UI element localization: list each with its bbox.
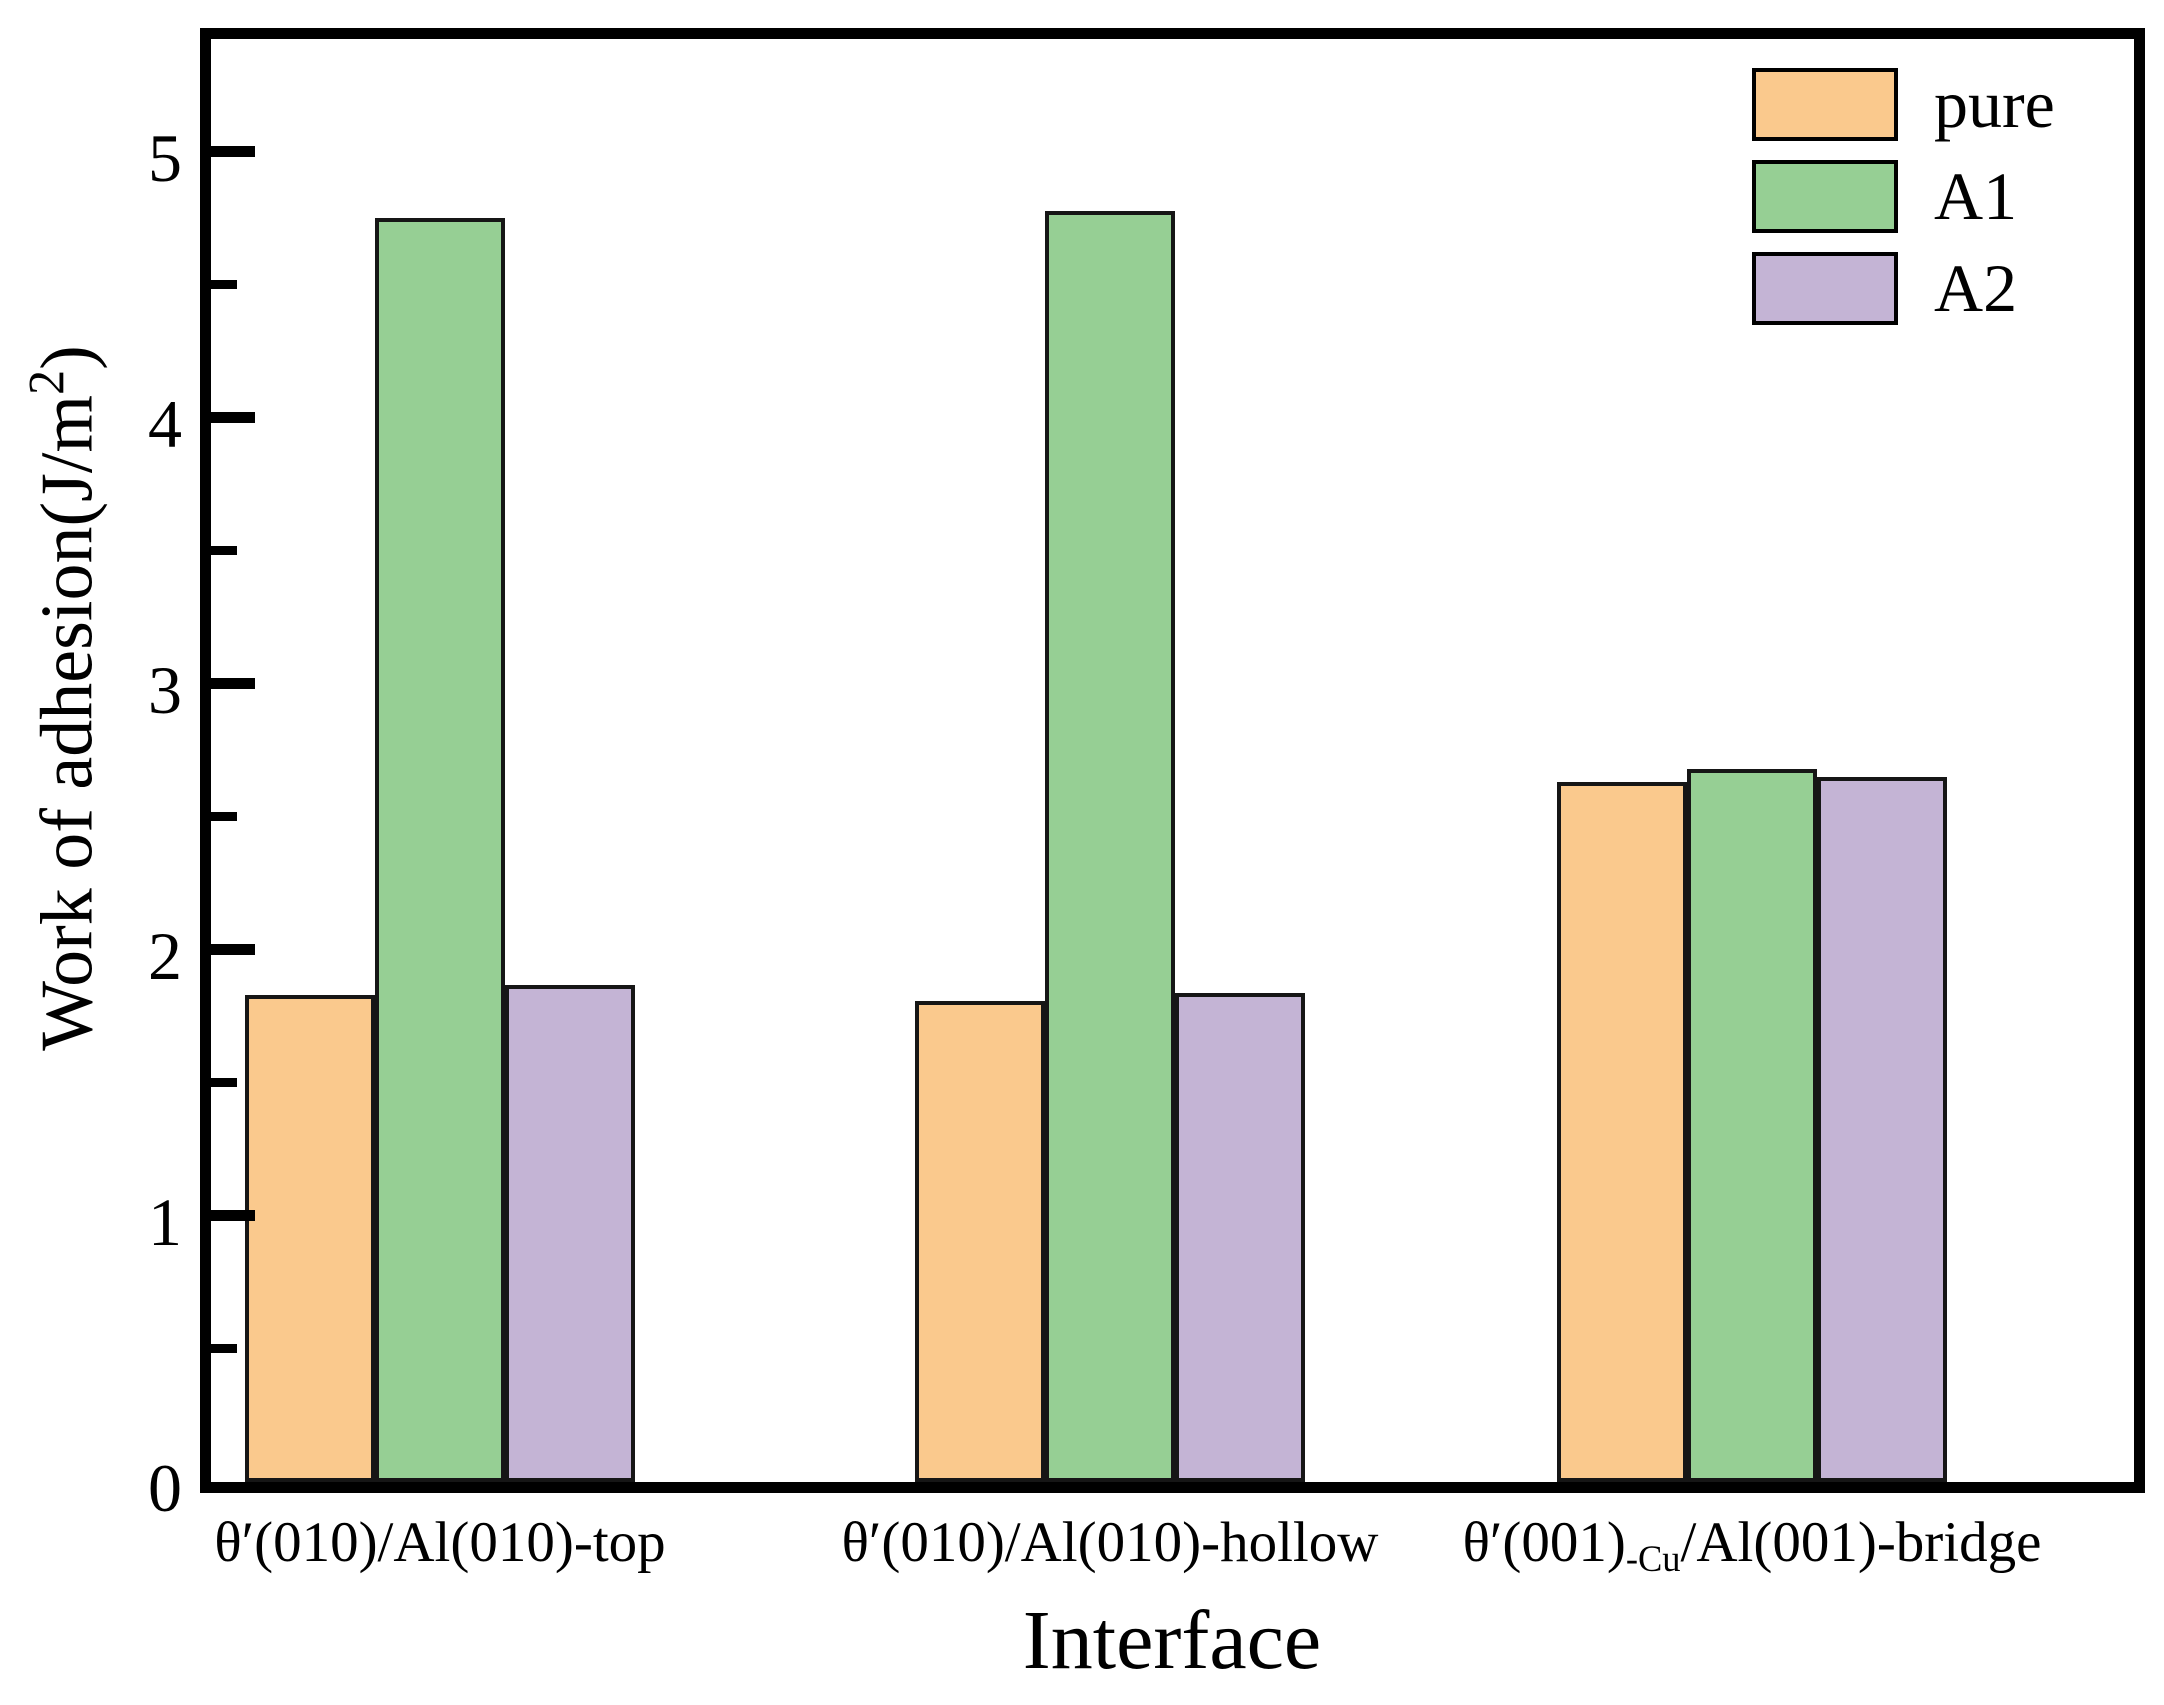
legend: pure A1 A2 — [1752, 58, 2055, 334]
y-minor-tick — [211, 1344, 237, 1353]
bar-A1-1 — [1045, 211, 1175, 1482]
legend-label-pure: pure — [1934, 66, 2055, 142]
bar-pure-2 — [1557, 782, 1687, 1482]
bar-A2-1 — [1175, 993, 1305, 1482]
x-tick-label-text: θ′(010)/Al(010)-top — [214, 1511, 666, 1574]
bar-A2-2 — [1817, 777, 1947, 1482]
legend-swatch-a1 — [1752, 159, 1898, 233]
x-tick-label-text: θ′(001) — [1462, 1511, 1626, 1574]
y-axis-label-close: ) — [26, 345, 109, 370]
x-axis-title: Interface — [1022, 1594, 1322, 1687]
y-major-tick — [211, 146, 255, 157]
y-tick-label-2: 2 — [148, 918, 182, 994]
y-minor-tick — [211, 280, 237, 289]
y-major-tick — [211, 944, 255, 955]
legend-item-a2: A2 — [1752, 242, 2055, 334]
y-major-tick — [211, 678, 255, 689]
y-major-tick — [211, 412, 255, 423]
x-tick-label-bridge: θ′(001)-Cu/Al(001)-bridge — [1463, 1510, 2042, 1580]
x-tick-label-text: /Al(001)-bridge — [1680, 1511, 2042, 1574]
x-tick-label-top: θ′(010)/Al(010)-top — [214, 1510, 665, 1580]
legend-item-a1: A1 — [1752, 150, 2055, 242]
x-tick-label-hollow: θ′(010)/Al(010)-hollow — [842, 1510, 1379, 1580]
y-tick-label-1: 1 — [148, 1184, 182, 1260]
bar-pure-0 — [245, 995, 375, 1482]
y-tick-label-3: 3 — [148, 652, 182, 728]
bar-A2-0 — [505, 985, 635, 1482]
y-tick-label-0: 0 — [148, 1450, 182, 1526]
x-tick-label-text: θ′(010)/Al(010)-hollow — [841, 1511, 1379, 1574]
legend-swatch-pure — [1752, 67, 1898, 141]
y-minor-tick — [211, 812, 237, 821]
bar-A1-2 — [1687, 769, 1817, 1482]
legend-item-pure: pure — [1752, 58, 2055, 150]
y-minor-tick — [211, 1078, 237, 1087]
legend-label-a1: A1 — [1934, 158, 2018, 234]
y-major-tick — [211, 1210, 255, 1221]
y-tick-label-5: 5 — [148, 120, 182, 196]
bar-A1-0 — [375, 218, 505, 1482]
y-minor-tick — [211, 546, 237, 555]
bar-pure-1 — [915, 1001, 1045, 1482]
x-tick-label-subscript: -Cu — [1625, 1538, 1681, 1580]
legend-swatch-a2 — [1752, 251, 1898, 325]
legend-label-a2: A2 — [1934, 250, 2018, 326]
y-tick-label-4: 4 — [148, 386, 182, 462]
